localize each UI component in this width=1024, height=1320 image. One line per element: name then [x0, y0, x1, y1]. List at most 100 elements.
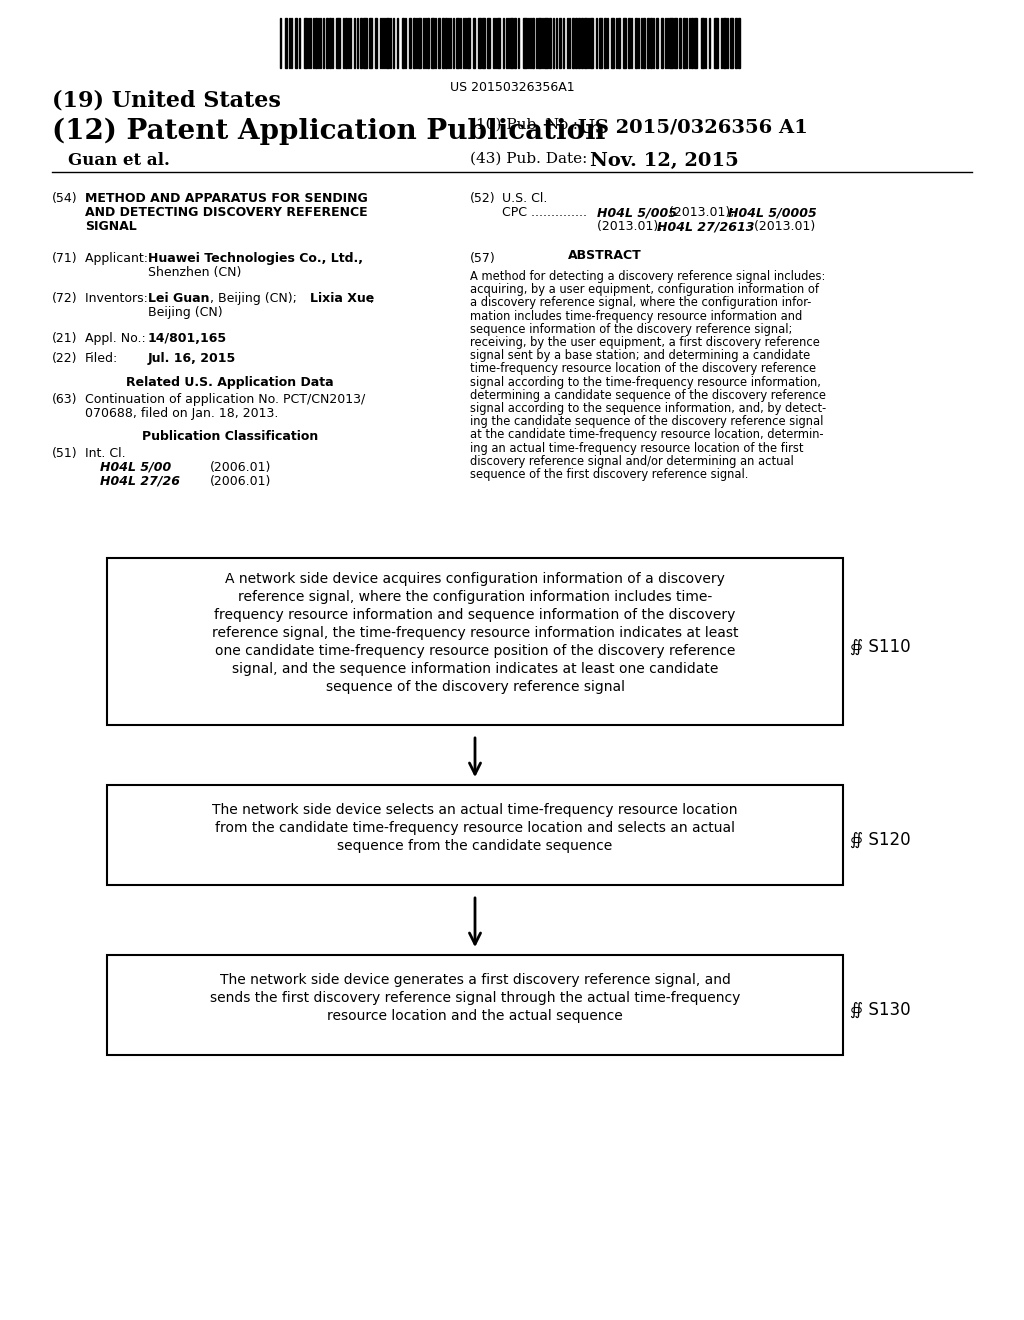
Bar [584, 18, 587, 69]
Bar [295, 18, 297, 69]
Bar [510, 18, 513, 69]
Bar [650, 18, 652, 69]
Bar [326, 18, 328, 69]
Bar [559, 18, 561, 69]
Text: (2006.01): (2006.01) [210, 461, 271, 474]
Bar [643, 18, 645, 69]
Bar [386, 18, 389, 69]
Text: Nov. 12, 2015: Nov. 12, 2015 [590, 152, 738, 170]
Bar [442, 18, 444, 69]
Bar [482, 18, 485, 69]
Bar [714, 18, 718, 69]
Text: , Beijing (CN);: , Beijing (CN); [210, 292, 301, 305]
Text: sequence of the discovery reference signal: sequence of the discovery reference sign… [326, 680, 625, 694]
Text: mation includes time-frequency resource information and: mation includes time-frequency resource … [470, 310, 802, 322]
Text: signal according to the sequence information, and, by detect-: signal according to the sequence informa… [470, 403, 826, 414]
Text: Continuation of application No. PCT/CN2013/: Continuation of application No. PCT/CN20… [85, 393, 366, 407]
Text: ∯ S120: ∯ S120 [850, 832, 910, 849]
Text: SIGNAL: SIGNAL [85, 220, 137, 234]
Bar [467, 18, 470, 69]
Text: US 2015/0326356 A1: US 2015/0326356 A1 [578, 117, 808, 136]
Bar [628, 18, 630, 69]
Bar [656, 18, 658, 69]
Text: Appl. No.:: Appl. No.: [85, 333, 150, 345]
Text: a discovery reference signal, where the configuration infor-: a discovery reference signal, where the … [470, 297, 811, 309]
Text: ABSTRACT: ABSTRACT [568, 249, 642, 261]
Text: (2013.01): (2013.01) [750, 220, 815, 234]
Bar [497, 18, 500, 69]
Text: ,: , [370, 292, 374, 305]
Bar [611, 18, 614, 69]
Text: Publication Classification: Publication Classification [142, 430, 318, 444]
Bar [431, 18, 434, 69]
Text: (2013.01);: (2013.01); [597, 220, 667, 234]
Text: Guan et al.: Guan et al. [68, 152, 170, 169]
Bar [456, 18, 459, 69]
Text: frequency resource information and sequence information of the discovery: frequency resource information and seque… [214, 609, 735, 622]
Text: sends the first discovery reference signal through the actual time-frequency: sends the first discovery reference sign… [210, 991, 740, 1005]
Bar [683, 18, 685, 69]
Bar [438, 18, 440, 69]
Text: from the candidate time-frequency resource location and selects an actual: from the candidate time-frequency resour… [215, 821, 735, 836]
Text: (57): (57) [470, 252, 496, 265]
Text: Lei Guan: Lei Guan [148, 292, 210, 305]
Text: (2006.01): (2006.01) [210, 475, 271, 488]
Bar [409, 18, 411, 69]
Bar [544, 18, 548, 69]
Bar [572, 18, 574, 69]
Text: Related U.S. Application Data: Related U.S. Application Data [126, 376, 334, 389]
Bar [402, 18, 404, 69]
Text: (52): (52) [470, 191, 496, 205]
Text: ing the candidate sequence of the discovery reference signal: ing the candidate sequence of the discov… [470, 416, 823, 428]
Bar [473, 18, 475, 69]
Bar [445, 18, 447, 69]
Text: 070688, filed on Jan. 18, 2013.: 070688, filed on Jan. 18, 2013. [85, 407, 279, 420]
Text: ing an actual time-frequency resource location of the first: ing an actual time-frequency resource lo… [470, 442, 804, 454]
Bar [106, 558, 843, 725]
Text: (21): (21) [52, 333, 78, 345]
Text: (51): (51) [52, 447, 78, 459]
Text: (12) Patent Application Publication: (12) Patent Application Publication [52, 117, 605, 145]
Text: signal, and the sequence information indicates at least one candidate: signal, and the sequence information ind… [231, 663, 718, 676]
Bar [336, 18, 340, 69]
Bar [575, 18, 577, 69]
Text: U.S. Cl.: U.S. Cl. [502, 191, 548, 205]
Text: discovery reference signal and/or determining an actual: discovery reference signal and/or determ… [470, 455, 794, 467]
Bar [701, 18, 705, 69]
Text: The network side device generates a first discovery reference signal, and: The network side device generates a firs… [219, 973, 730, 987]
Bar [106, 785, 843, 884]
Bar [723, 18, 726, 69]
Text: ∯ S130: ∯ S130 [850, 1001, 910, 1019]
Text: 14/801,165: 14/801,165 [148, 333, 227, 345]
Bar [590, 18, 593, 69]
Text: A network side device acquires configuration information of a discovery: A network side device acquires configura… [225, 572, 725, 586]
Bar [413, 18, 415, 69]
Text: (43) Pub. Date:: (43) Pub. Date: [470, 152, 588, 166]
Bar [369, 18, 372, 69]
Text: reference signal, the time-frequency resource information indicates at least: reference signal, the time-frequency res… [212, 626, 738, 640]
Bar [549, 18, 551, 69]
Text: (71): (71) [52, 252, 78, 265]
Bar [345, 18, 347, 69]
Bar [679, 18, 681, 69]
Bar [635, 18, 637, 69]
Text: H04L 5/0005: H04L 5/0005 [728, 206, 817, 219]
Bar [578, 18, 580, 69]
Text: A method for detecting a discovery reference signal includes:: A method for detecting a discovery refer… [470, 271, 825, 282]
Text: determining a candidate sequence of the discovery reference: determining a candidate sequence of the … [470, 389, 826, 401]
Text: sequence of the first discovery reference signal.: sequence of the first discovery referenc… [470, 469, 749, 480]
Text: Jul. 16, 2015: Jul. 16, 2015 [148, 352, 237, 366]
Bar [674, 18, 677, 69]
Bar [581, 18, 583, 69]
Bar [662, 18, 663, 69]
Text: Huawei Technologies Co., Ltd.,: Huawei Technologies Co., Ltd., [148, 252, 362, 265]
Text: signal sent by a base station; and determining a candidate: signal sent by a base station; and deter… [470, 350, 810, 362]
Bar [360, 18, 362, 69]
Text: reference signal, where the configuration information includes time-: reference signal, where the configuratio… [238, 590, 712, 605]
Text: (22): (22) [52, 352, 78, 366]
Text: H04L 27/2613: H04L 27/2613 [657, 220, 755, 234]
Bar [604, 18, 606, 69]
Bar [427, 18, 429, 69]
Bar [618, 18, 620, 69]
Text: ∯ S110: ∯ S110 [850, 638, 910, 656]
